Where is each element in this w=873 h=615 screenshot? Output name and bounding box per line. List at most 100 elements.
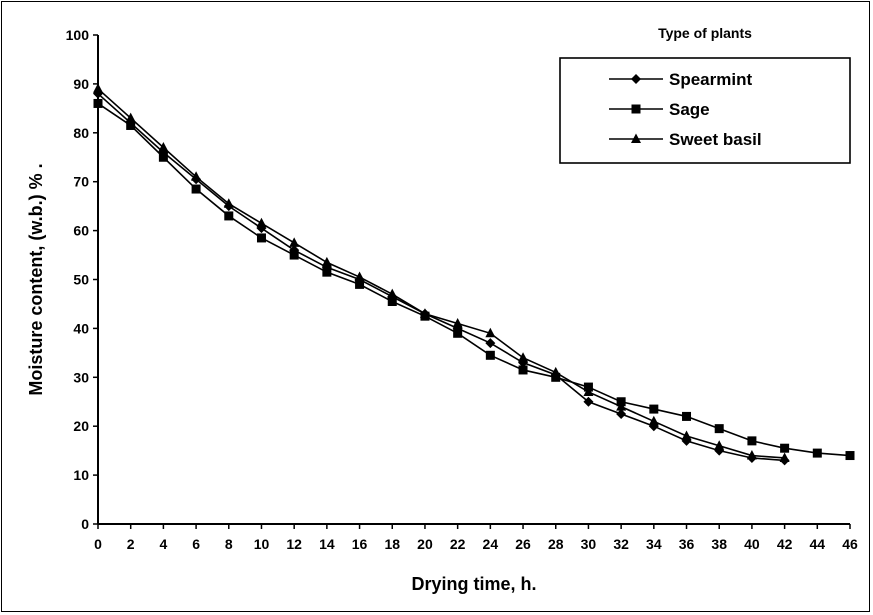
y-tick-label: 40 xyxy=(73,320,89,336)
sage-point xyxy=(649,404,659,414)
y-tick-label: 50 xyxy=(73,272,89,288)
x-tick-label: 22 xyxy=(450,536,466,552)
sweet-basil-point xyxy=(648,415,659,426)
spearmint-point xyxy=(616,408,627,419)
series-sweet-basil xyxy=(93,83,790,462)
sage-point xyxy=(158,152,168,162)
x-tick-label: 44 xyxy=(810,536,826,552)
legend-item-sweet-basil: Sweet basil xyxy=(609,130,762,149)
x-tick-label: 0 xyxy=(94,536,102,552)
x-tick-label: 36 xyxy=(679,536,695,552)
legend-label: Spearmint xyxy=(669,70,752,89)
sage-point xyxy=(518,365,528,375)
y-tick-label: 30 xyxy=(73,369,89,385)
legend-title: Type of plants xyxy=(658,25,752,41)
sweet-basil-point xyxy=(321,256,332,267)
x-tick-label: 6 xyxy=(192,536,200,552)
sweet-basil-point xyxy=(158,141,169,152)
legend-item-spearmint: Spearmint xyxy=(609,70,752,89)
sweet-basil-point xyxy=(681,430,692,440)
legend-item-sage: Sage xyxy=(609,100,710,119)
sage-point xyxy=(191,184,201,194)
sweet-basil-line xyxy=(97,88,785,459)
sweet-basil-point xyxy=(583,386,594,396)
sage-line xyxy=(97,102,851,457)
y-tick-label: 10 xyxy=(73,467,89,483)
x-tick-label: 24 xyxy=(483,536,499,552)
sweet-basil-point xyxy=(191,171,202,181)
x-tick-label: 20 xyxy=(417,536,433,552)
sage-point xyxy=(485,350,495,360)
x-tick-label: 4 xyxy=(159,536,167,552)
x-tick-label: 12 xyxy=(286,536,302,552)
x-tick-label: 8 xyxy=(225,536,233,552)
legend: Spearmint Sage Sweet basil xyxy=(559,57,851,164)
sage-point xyxy=(322,267,332,277)
legend-marker xyxy=(631,74,641,84)
x-tick-label: 38 xyxy=(711,536,727,552)
series-layer xyxy=(93,83,855,466)
sweet-basil-point xyxy=(256,217,267,228)
sage-point xyxy=(780,443,790,453)
sage-point xyxy=(845,451,855,461)
sweet-basil-point xyxy=(550,366,561,377)
sage-point xyxy=(551,372,561,382)
x-tick-label: 18 xyxy=(384,536,400,552)
sage-point xyxy=(714,424,724,434)
sage-point xyxy=(387,297,397,307)
sweet-basil-point xyxy=(616,401,627,411)
sage-point xyxy=(126,120,136,130)
sage-point xyxy=(93,98,103,108)
x-tick-label: 28 xyxy=(548,536,564,552)
x-tick-label: 26 xyxy=(515,536,531,552)
y-tick-label: 70 xyxy=(73,174,89,190)
x-tick-label: 40 xyxy=(744,536,760,552)
legend-marker xyxy=(631,133,641,143)
x-tick-label: 46 xyxy=(842,536,858,552)
sage-point xyxy=(747,436,757,446)
sweet-basil-point xyxy=(125,112,136,123)
y-axis-title: Moisture content, (w.b.) % . xyxy=(26,163,46,395)
x-tick-label: 30 xyxy=(581,536,597,552)
sage-point xyxy=(682,411,692,421)
sweet-basil-point xyxy=(452,318,463,328)
sage-point xyxy=(256,233,266,243)
y-tick-label: 0 xyxy=(81,516,89,532)
sage-point xyxy=(355,279,365,289)
spearmint-point xyxy=(583,396,594,407)
x-tick-label: 2 xyxy=(127,536,135,552)
x-tick-label: 16 xyxy=(352,536,368,552)
y-tick-label: 100 xyxy=(66,27,90,43)
sweet-basil-point xyxy=(354,271,365,282)
sage-point xyxy=(224,211,234,221)
x-tick-label: 14 xyxy=(319,536,335,552)
sweet-basil-point xyxy=(223,198,234,208)
sweet-basil-point xyxy=(289,237,300,247)
sweet-basil-point xyxy=(93,83,103,93)
spearmint-point xyxy=(485,338,496,349)
sweet-basil-point xyxy=(779,452,790,462)
sage-point xyxy=(812,448,822,458)
y-tick-label: 60 xyxy=(73,223,89,239)
sage-point xyxy=(453,328,463,338)
x-tick-label: 10 xyxy=(254,536,270,552)
sweet-basil-point xyxy=(518,352,529,362)
legend-box xyxy=(559,57,851,164)
sweet-basil-point xyxy=(714,440,725,450)
sweet-basil-point xyxy=(746,450,757,460)
y-tick-label: 20 xyxy=(73,418,89,434)
x-tick-label: 42 xyxy=(777,536,793,552)
legend-label: Sage xyxy=(669,100,710,119)
y-tick-label: 80 xyxy=(73,125,89,141)
x-tick-label: 32 xyxy=(613,536,629,552)
legend-marker xyxy=(631,104,641,114)
sweet-basil-point xyxy=(485,327,496,338)
spearmint-line xyxy=(97,93,785,462)
sage-point xyxy=(289,250,299,260)
x-axis-title: Drying time, h. xyxy=(411,574,536,594)
sweet-basil-point xyxy=(387,288,398,299)
sweet-basil-point xyxy=(419,308,430,318)
